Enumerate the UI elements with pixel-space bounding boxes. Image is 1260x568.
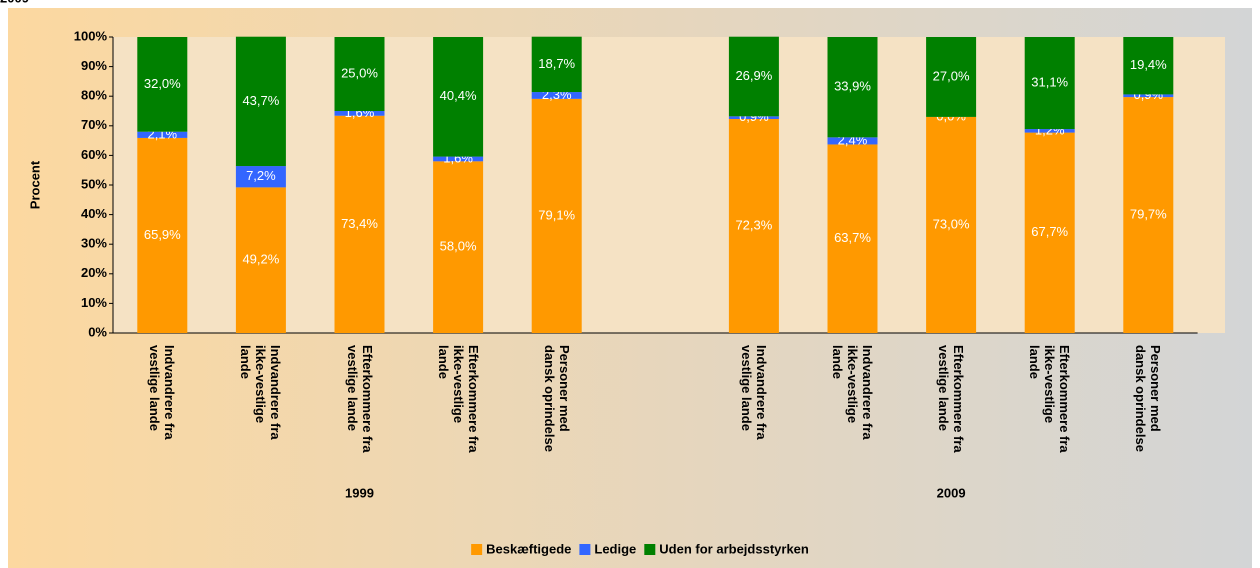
y-tick-label: 70% <box>81 117 107 132</box>
y-tick-label: 40% <box>81 206 107 221</box>
value-label: 25,0% <box>341 65 378 80</box>
y-tick-label: 100% <box>74 28 108 43</box>
bar-segment <box>334 111 385 116</box>
bar-segment <box>334 37 385 111</box>
bar-segment <box>1123 94 1174 98</box>
legend-label: Uden for arbejdsstyrken <box>659 541 809 556</box>
value-label: 67,7% <box>1031 224 1068 239</box>
x-tick-label: Indvandrere fra ikke-vestlige lande <box>238 345 284 440</box>
value-label: 73,4% <box>341 216 378 231</box>
bar-segment <box>137 37 188 132</box>
group-label: 2009 <box>937 485 966 500</box>
value-label: 65,9% <box>144 227 181 242</box>
y-axis-label: Procent <box>27 160 42 209</box>
y-tick-label: 0% <box>88 324 107 339</box>
value-label: 31,1% <box>1031 74 1068 89</box>
y-tick-label: 90% <box>81 58 107 73</box>
x-tick-label: Efterkommere fra vestlige lande <box>936 345 967 453</box>
value-label: 63,7% <box>834 230 871 245</box>
x-tick-label: Indvandrere fra ikke-vestlige lande <box>830 345 875 440</box>
value-label: 33,9% <box>834 79 871 94</box>
bar-segment <box>1024 129 1075 133</box>
bar-segment <box>728 116 779 119</box>
value-label: 26,9% <box>735 68 772 83</box>
bar-segment <box>1123 37 1174 95</box>
value-label: 27,0% <box>933 68 970 83</box>
value-label: 79,1% <box>538 207 575 222</box>
legend-swatch <box>644 544 656 555</box>
bar-segment <box>235 36 286 167</box>
bar-segment <box>433 161 484 333</box>
bar-segment <box>1123 97 1174 333</box>
x-tick-label: Efterkommere fra ikke-vestlige lande <box>1027 345 1073 453</box>
group-label: 1999 <box>345 485 374 500</box>
bar-segment <box>728 118 779 333</box>
y-tick-label: 50% <box>81 176 107 191</box>
bar-segment <box>827 144 878 333</box>
y-tick-label: 60% <box>81 147 107 162</box>
chart-title: 2009 <box>0 0 29 5</box>
value-label: 49,2% <box>242 252 279 267</box>
bar-segment <box>531 36 582 93</box>
value-label: 32,0% <box>144 76 181 91</box>
bar-segment <box>531 92 582 99</box>
bar-segment <box>728 36 779 117</box>
x-tick-label: Personer med dansk oprindelse <box>541 345 572 452</box>
x-tick-label: Indvandrere fra vestlige lande <box>147 345 178 440</box>
value-label: 19,4% <box>1130 57 1167 72</box>
bar-segment <box>827 137 878 145</box>
value-label: 72,3% <box>735 217 772 232</box>
bar-segment <box>1024 132 1075 333</box>
x-tick-label: Indvandrere fra vestlige lande <box>738 345 769 440</box>
value-label: 40,4% <box>440 88 477 103</box>
legend-label: Ledige <box>594 541 636 556</box>
y-tick-label: 80% <box>81 88 107 103</box>
bar-segment <box>827 37 878 138</box>
value-label: 79,7% <box>1130 206 1167 221</box>
legend-swatch <box>471 544 483 555</box>
legend-swatch <box>579 544 591 555</box>
bar-segment <box>137 131 188 138</box>
bar-segment <box>433 37 484 157</box>
value-label: 7,2% <box>246 168 276 183</box>
bar-segment <box>235 166 286 188</box>
value-label: 43,7% <box>242 93 279 108</box>
x-tick-label: Efterkommere fra ikke-vestlige lande <box>435 345 481 453</box>
bar-segment <box>926 116 977 333</box>
y-tick-label: 10% <box>81 295 107 310</box>
x-tick-label: Personer med dansk oprindelse <box>1133 345 1164 452</box>
value-label: 73,0% <box>933 216 970 231</box>
legend-label: Beskæftigede <box>486 541 571 556</box>
y-tick-label: 30% <box>81 236 107 251</box>
y-tick-label: 20% <box>81 265 107 280</box>
bar-segment <box>531 98 582 333</box>
x-tick-label: Efterkommere fra vestlige lande <box>344 345 375 453</box>
bar-segment <box>235 187 286 333</box>
value-label: 58,0% <box>440 239 477 254</box>
bar-segment <box>926 37 977 117</box>
value-label: 18,7% <box>538 56 575 71</box>
bar-segment <box>137 137 188 333</box>
bar-segment <box>433 156 484 162</box>
bar-segment <box>1024 37 1075 130</box>
bar-segment <box>334 115 385 334</box>
